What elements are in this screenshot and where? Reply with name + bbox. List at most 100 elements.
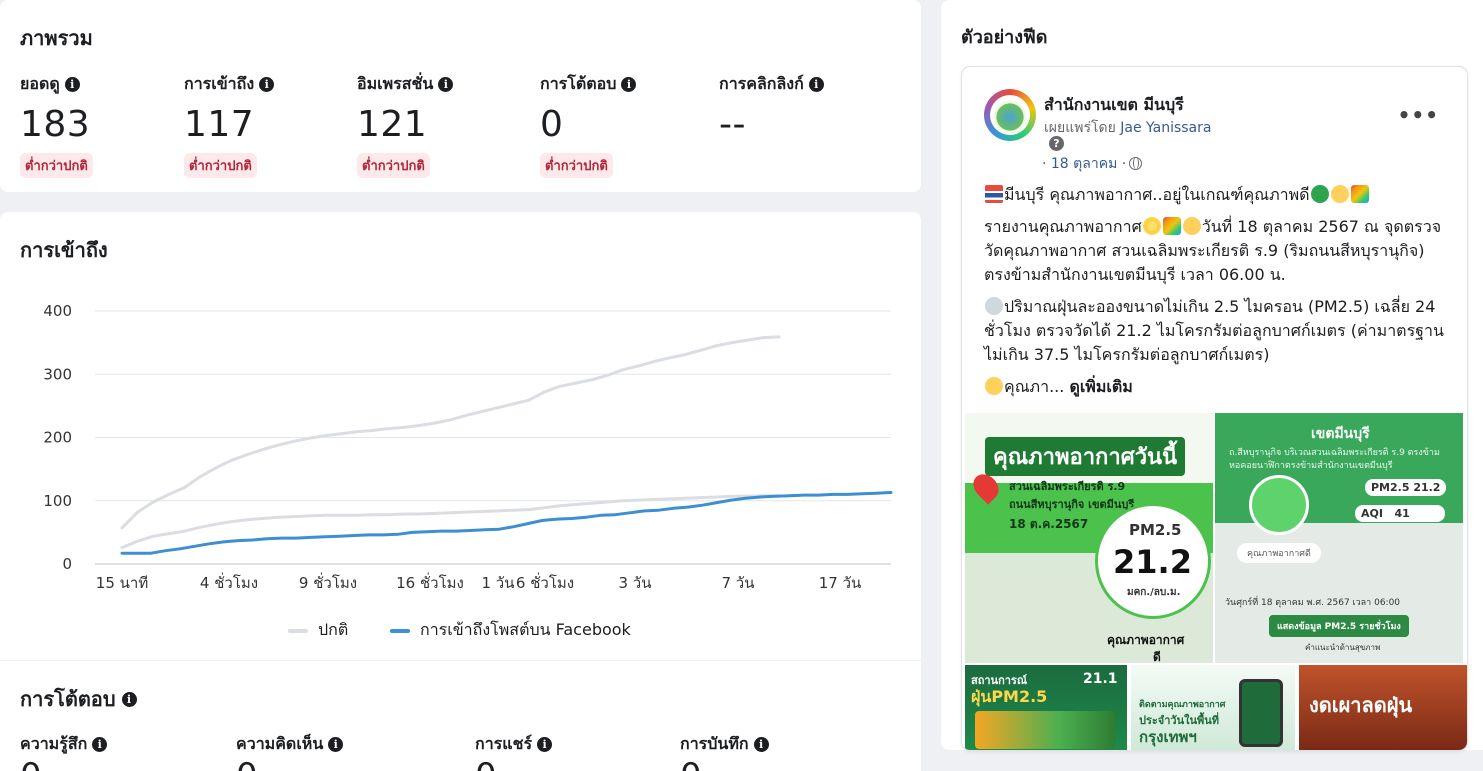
x-tick-label: 1 วัน: [482, 574, 515, 592]
post-date[interactable]: · 18 ตุลาคม ·: [1042, 153, 1143, 175]
sun-emoji-icon: [1142, 217, 1161, 235]
info-icon[interactable]: i: [808, 77, 824, 92]
post-line-1: มีนบุรี คุณภาพอากาศ..อยู่ในเกณฑ์คุณภาพดี: [984, 183, 1454, 207]
status-badge: ต่ำกว่าปกติ: [20, 153, 93, 178]
image-footer: ดี: [1153, 650, 1161, 663]
info-icon[interactable]: i: [621, 77, 637, 92]
metric-label: ความคิดเห็น: [236, 734, 324, 753]
interaction-saves: การบันทึก i: [680, 732, 769, 757]
x-tick-label: 4 ชั่วโมง: [200, 572, 258, 592]
image-heading: สถานการณ์: [971, 674, 1028, 687]
interactions-card: การโต้ตอบ i: [0, 661, 921, 771]
metric-label: ยอดดู: [20, 74, 60, 93]
overview-card: ภาพรวม ยอดดู i 183 ต่ำกว่าปกติ การเข้าถึง…: [0, 0, 921, 192]
post-text: ปริมาณฝุ่นละอองขนาดไม่เกิน 2.5 ไมครอน (P…: [984, 297, 1444, 364]
image-text: ติดตามคุณภาพอากาศ: [1139, 700, 1226, 710]
legend-swatch-facebook: [390, 628, 410, 633]
metric-reach: การเข้าถึง i 117 ต่ำกว่าปกติ: [184, 72, 354, 178]
image-heading: งดเผาลดฝุ่น: [1309, 693, 1413, 717]
post-image-district[interactable]: เขตมีนบุรี ถ.สีหบุรานุกิจ บริเวณสวนเฉลิม…: [1215, 413, 1463, 663]
legend-label-normal: ปกติ: [318, 620, 349, 639]
post-image-dust-situation[interactable]: สถานการณ์ ฝุ่นPM2.5 21.1: [965, 665, 1127, 750]
x-tick-label: 6 ชั่วโมง: [516, 572, 574, 592]
x-tick-label: 7 วัน: [722, 574, 755, 592]
metric-label: การบันทึก: [680, 734, 749, 753]
interaction-comments: ความคิดเห็น i: [236, 732, 344, 757]
info-icon[interactable]: i: [753, 737, 769, 752]
image-text: ประจำวันในพื้นที่: [1139, 714, 1220, 727]
see-more-link[interactable]: ดูเพิ่มเติม: [1069, 377, 1133, 396]
post-line-3: ปริมาณฝุ่นละอองขนาดไม่เกิน 2.5 ไมครอน (P…: [984, 295, 1454, 367]
post-image-tracking[interactable]: ติดตามคุณภาพอากาศ ประจำวันในพื้นที่ กรุง…: [1131, 665, 1295, 750]
metric-label: ความรู้สึก: [20, 734, 88, 753]
info-icon[interactable]: i: [259, 77, 275, 92]
metric-value: 117: [184, 104, 255, 145]
page-name[interactable]: สำนักงานเขต มีนบุรี: [1044, 95, 1184, 114]
image-heading: เขตมีนบุรี: [1311, 426, 1370, 442]
metric-views: ยอดดู i 183 ต่ำกว่าปกติ: [20, 72, 190, 178]
reach-chart[interactable]: 0 100 200 300 400 15 นาที 4 ชั่วโมง 9 ชั่วโมง 16…: [0, 280, 921, 600]
globe-icon: [1129, 157, 1143, 170]
image-advice: คำแนะนำด้านสุขภาพ: [1305, 643, 1381, 652]
post-image-air-quality[interactable]: คุณภาพอากาศวันนี้ สวนเฉลิมพระเกียรติ ร.9…: [965, 413, 1213, 663]
smile-emoji-icon: [1330, 185, 1349, 203]
published-by: เผยแพร่โดย Jae Yanissara: [1044, 117, 1211, 139]
aqi-value: 41: [1394, 507, 1410, 520]
post-text: รายงานคุณภาพอากาศ: [984, 217, 1142, 236]
feed-title: ตัวอย่างฟีด: [961, 27, 1048, 48]
image-value: 21.1: [1083, 671, 1118, 687]
post-text: คุณภา...: [1004, 377, 1065, 396]
metric-label: การคลิกลิงก์: [719, 74, 804, 93]
info-icon[interactable]: i: [438, 77, 454, 92]
image-subtitle: ถ.สีหบุรานุกิจ บริเวณสวนเฉลิมพระเกียรติ …: [1229, 448, 1440, 471]
x-tick-label: 3 วัน: [619, 574, 652, 592]
metric-label: อิมเพรสชั่น: [357, 74, 434, 93]
info-icon[interactable]: i: [64, 77, 80, 92]
interaction-reactions: ความรู้สึก i: [20, 732, 108, 757]
more-options-button[interactable]: •••: [1397, 103, 1439, 127]
rainbow-emoji-icon: [1162, 217, 1181, 235]
post-preview: สำนักงานเขต มีนบุรี เผยแพร่โดย Jae Yanis…: [962, 67, 1467, 750]
x-tick-label: 15 นาที: [96, 574, 148, 592]
page-avatar[interactable]: [984, 89, 1036, 141]
interactions-title-text: การโต้ตอบ: [20, 687, 116, 711]
info-icon[interactable]: i: [121, 691, 137, 707]
legend-label-facebook: การเข้าถึงโพสต์บน Facebook: [420, 620, 631, 639]
smile-face-icon: [1249, 475, 1309, 535]
reach-title: การเข้าถึง: [20, 238, 108, 262]
image-location: ถนนสีหบุรานุกิจ เขตมีนบุรี: [1009, 498, 1135, 511]
publisher-link[interactable]: Jae Yanissara: [1120, 120, 1212, 136]
overview-title: ภาพรวม: [20, 26, 93, 50]
legend-facebook[interactable]: การเข้าถึงโพสต์บน Facebook: [390, 618, 631, 643]
x-tick-label: 9 ชั่วโมง: [299, 572, 357, 592]
cloud-emoji-icon: [985, 297, 1003, 315]
post-image-no-burning[interactable]: งดเผาลดฝุ่น: [1299, 665, 1467, 750]
metric-link-clicks: การคลิกลิงก์ i --: [719, 72, 889, 147]
series-line-facebook: [120, 491, 893, 555]
post-text: วันที่ 18 ตุลาคม 2567 ณ จุดตรวจวัดคุณภาพ…: [984, 217, 1442, 284]
metric-value: --: [719, 104, 746, 145]
info-icon[interactable]: i: [92, 737, 108, 752]
image-pm: PM2.5 21.2: [1365, 479, 1447, 496]
info-icon[interactable]: i: [328, 737, 344, 752]
flag-emoji-icon: [985, 185, 1003, 203]
question-icon[interactable]: ?: [1049, 136, 1064, 151]
image-quality: คุณภาพอากาศดี: [1237, 543, 1321, 563]
metric-value: 0: [680, 756, 702, 771]
image-heading: ฝุ่นPM2.5: [971, 687, 1048, 706]
metric-value: 183: [20, 104, 91, 145]
image-aqi: AQI 41: [1355, 505, 1445, 522]
interactions-title: การโต้ตอบ i: [20, 683, 137, 715]
legend-normal[interactable]: ปกติ: [288, 618, 348, 643]
info-icon[interactable]: i: [537, 737, 553, 752]
post-line-4: คุณภา... ดูเพิ่มเติม: [984, 375, 1454, 399]
image-date: 18 ต.ค.2567: [1009, 517, 1089, 531]
pm-circle: [1095, 503, 1211, 619]
status-badge: ต่ำกว่าปกติ: [540, 153, 613, 178]
published-prefix: เผยแพร่โดย: [1044, 120, 1116, 136]
post-line-2: รายงานคุณภาพอากาศ วันที่ 18 ตุลาคม 2567 ณ…: [984, 215, 1454, 287]
y-tick-label: 0: [62, 555, 72, 573]
pm-value: 21.2: [1113, 543, 1192, 581]
aqi-label: AQI: [1361, 507, 1383, 520]
metric-label: การเข้าถึง: [184, 74, 255, 93]
